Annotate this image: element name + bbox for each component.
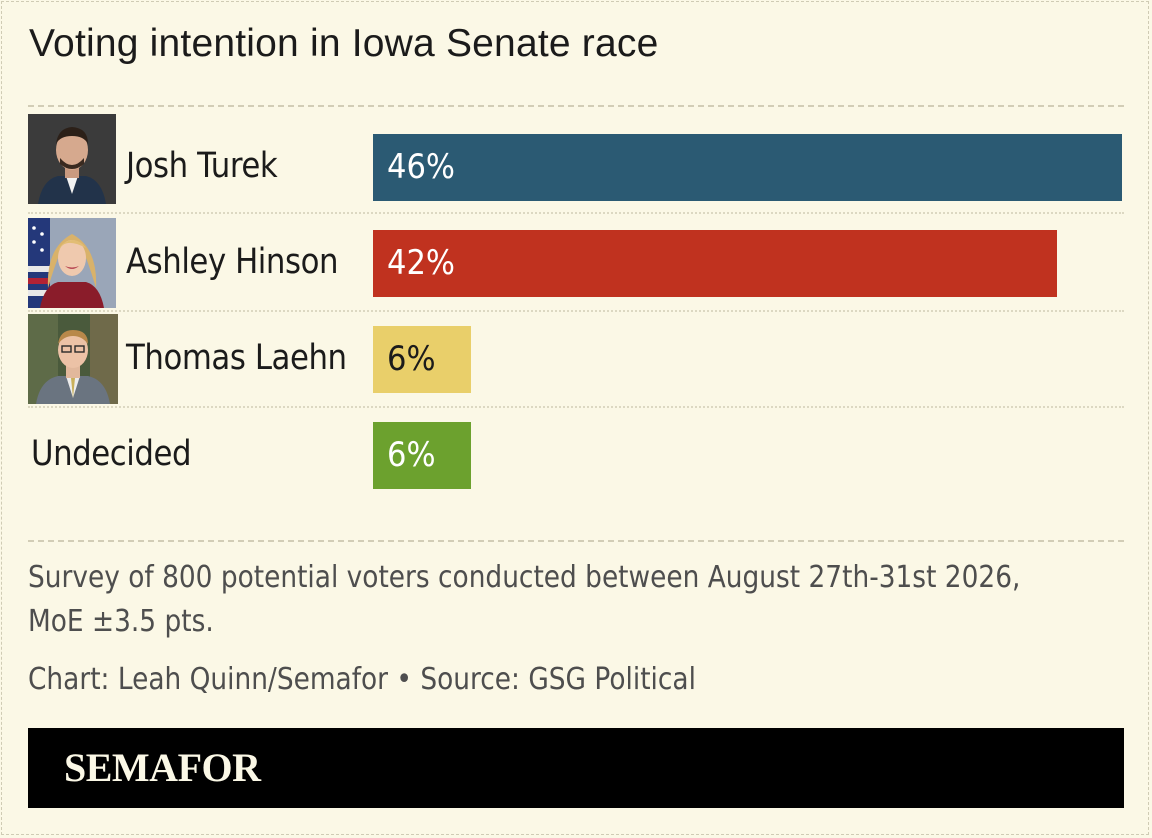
ashley-hinson-photo [28,218,116,308]
bar-undecided: 6% [373,422,471,489]
bar-value-label: 6% [387,339,436,379]
bar-ashley-hinson: 42% [373,230,1057,297]
row-separator [28,310,1124,312]
survey-note-line2: MoE ±3.5 pts. [28,604,214,639]
notes-divider [28,540,1124,542]
category-label: Thomas Laehn [126,338,347,378]
brand-logo: SEMAFOR [64,745,261,790]
row-separator [28,212,1124,214]
brand-bar: SEMAFOR [28,728,1124,808]
row-separator [28,406,1124,408]
category-label: Ashley Hinson [126,242,339,282]
bar-value-label: 6% [387,435,436,475]
josh-turek-photo [28,114,116,204]
category-label: Josh Turek [126,146,278,186]
bar-josh-turek: 46% [373,134,1122,201]
category-label: Undecided [31,434,192,474]
bar-thomas-laehn: 6% [373,326,471,393]
title-divider [28,105,1124,107]
chart-title: Voting intention in Iowa Senate race [29,22,659,65]
thomas-laehn-photo [28,314,118,404]
bar-value-label: 42% [387,243,456,283]
bar-value-label: 46% [387,147,456,187]
credit-line: Chart: Leah Quinn/Semafor • Source: GSG … [28,662,696,697]
survey-note-line1: Survey of 800 potential voters conducted… [28,560,1021,595]
